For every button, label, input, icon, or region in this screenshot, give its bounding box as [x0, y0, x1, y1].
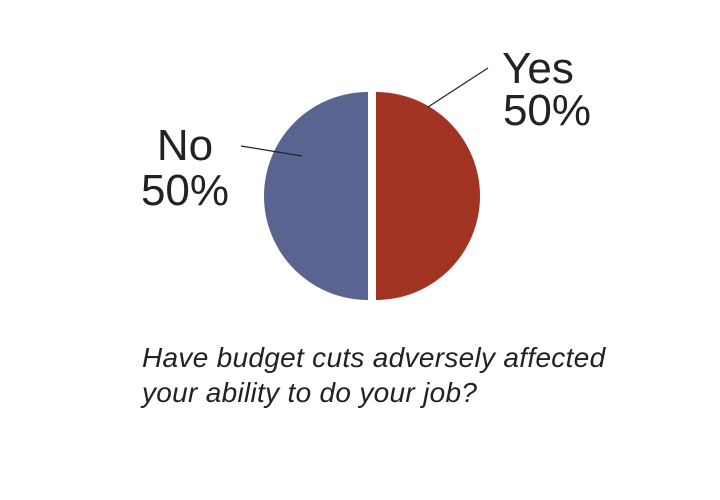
pie-slice-no — [264, 92, 368, 300]
leader-line-yes — [427, 67, 489, 108]
slice-label-yes: Yes — [502, 44, 574, 93]
pie-chart: Yes 50% No 50% — [141, 44, 591, 300]
leader-line-no — [240, 145, 303, 157]
slice-label-no: No — [157, 121, 213, 170]
pie-slices — [264, 92, 480, 300]
pie-slice-yes — [376, 92, 480, 300]
leader-lines — [240, 67, 489, 157]
slice-value-no: 50% — [141, 166, 229, 215]
chart-caption: Have budget cuts adversely affected your… — [142, 342, 606, 408]
slice-value-yes: 50% — [503, 86, 591, 135]
